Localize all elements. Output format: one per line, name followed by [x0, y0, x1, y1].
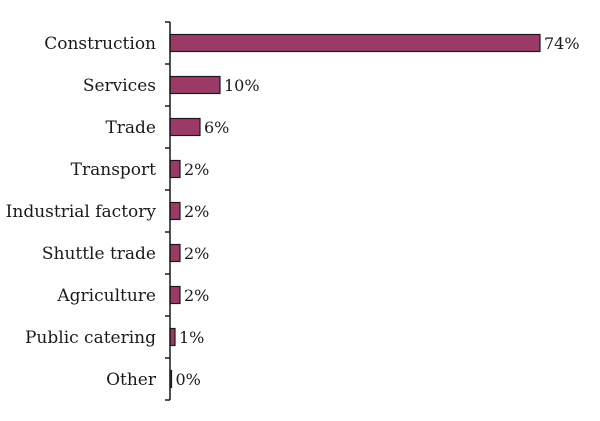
value-label: 2% [184, 286, 209, 305]
value-label: 0% [176, 370, 201, 389]
y-axis [165, 21, 171, 401]
value-label: 10% [224, 76, 260, 95]
category-label: Agriculture [56, 286, 156, 306]
category-label: Trade [105, 118, 156, 138]
bar [169, 33, 541, 53]
category-label: Transport [71, 160, 157, 180]
category-label: Shuttle trade [42, 244, 156, 264]
value-label: 2% [184, 202, 209, 221]
bar [169, 243, 181, 263]
value-labels: 74% 10% 6% 2% 2% 2% 2% 1% 0% [176, 34, 580, 389]
bar [169, 285, 181, 305]
bar [169, 75, 221, 95]
category-label: Construction [44, 34, 156, 54]
category-label: Industrial factory [6, 202, 157, 222]
value-label: 2% [184, 160, 209, 179]
bar [169, 159, 181, 179]
value-label: 1% [179, 328, 204, 347]
category-label: Services [83, 76, 156, 96]
category-label: Other [106, 370, 157, 390]
value-label: 74% [544, 34, 580, 53]
value-label: 6% [204, 118, 229, 137]
category-label: Public catering [25, 328, 156, 348]
value-label: 2% [184, 244, 209, 263]
bar [169, 201, 181, 221]
category-labels: Construction Services Trade Transport Indust… [6, 34, 157, 390]
bar [169, 117, 201, 137]
